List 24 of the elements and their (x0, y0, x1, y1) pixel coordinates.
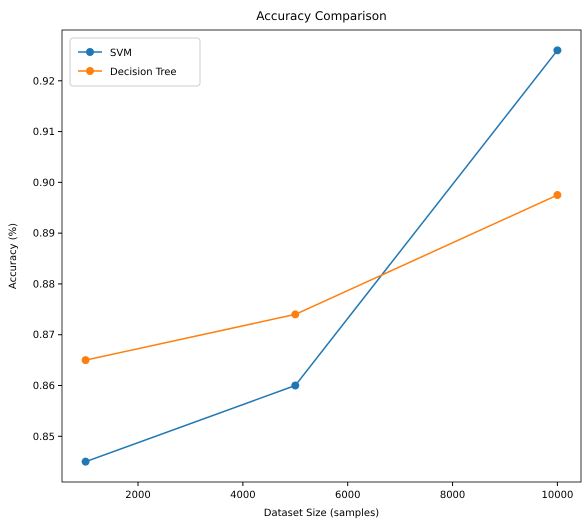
point (82, 458, 90, 466)
legend-label: Decision Tree (110, 67, 177, 78)
legend-label: SVM (110, 48, 132, 59)
y-tick-label: 0.91 (32, 127, 55, 138)
y-tick-label: 0.87 (32, 330, 55, 342)
point (291, 310, 300, 318)
y-tick-label: 0.89 (32, 228, 55, 240)
x-tick-label: 4000 (230, 490, 256, 501)
point (553, 46, 562, 54)
x-tick-label: 10000 (542, 490, 574, 501)
y-tick-label: 0.86 (32, 381, 55, 392)
point (553, 191, 562, 200)
y-axis-title: Accuracy (%) (8, 222, 19, 290)
y-tick-label: 0.85 (32, 432, 55, 443)
point (291, 382, 300, 390)
x-axis-title: Dataset Size (samples) (264, 508, 380, 519)
x-tick-label: 2000 (125, 490, 151, 501)
x-tick-label: 6000 (334, 490, 360, 501)
point (82, 356, 90, 364)
y-tick-label: 0.88 (32, 279, 55, 290)
y-tick-label: 0.90 (32, 178, 55, 189)
chart-title: Accuracy Comparison (256, 9, 387, 23)
y-tick-label: 0.92 (32, 76, 55, 88)
x-tick-label: 8000 (440, 490, 466, 501)
